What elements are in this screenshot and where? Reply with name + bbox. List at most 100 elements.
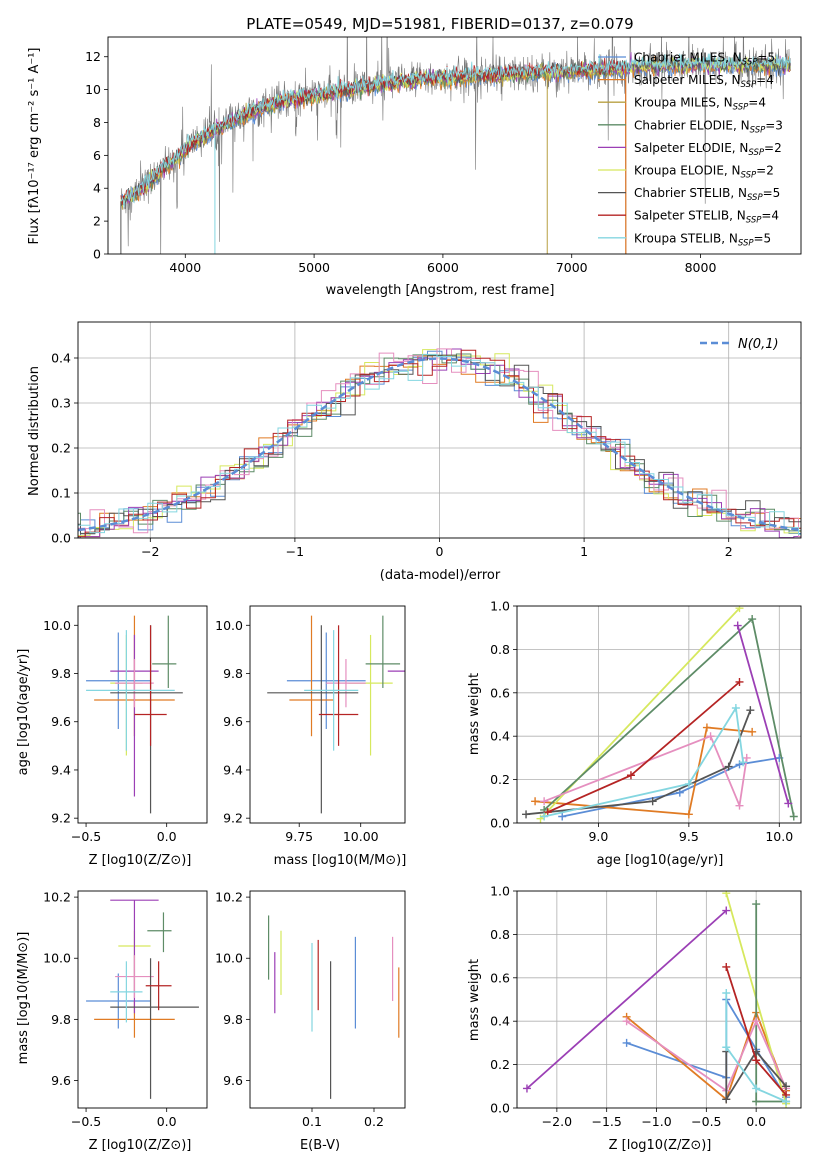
y-tick-label: 1.0 xyxy=(490,884,510,899)
legend-entry-tail: =2 xyxy=(756,164,774,178)
x-tick-label: −1 xyxy=(286,544,304,559)
mass-weight-marker xyxy=(739,758,748,767)
legend-entry-tail: =5 xyxy=(763,186,781,200)
legend-entry-sub: SSP xyxy=(741,171,757,181)
residual-histogram xyxy=(78,348,801,538)
y-tick-label: 0.4 xyxy=(490,729,510,744)
axes-frame xyxy=(77,605,208,824)
plot-area xyxy=(517,891,801,1108)
mass-weight-marker xyxy=(789,812,798,821)
plot-area xyxy=(120,37,791,254)
legend-entry-sub: SSP xyxy=(741,80,757,90)
mass-weight-line xyxy=(543,735,748,809)
errorbar-point xyxy=(152,615,177,688)
legend-entry-sub: SSP xyxy=(747,193,763,203)
mass-z-xlabel: Z [log10(Z/Z⊙)] xyxy=(89,1138,192,1153)
legend-entry: Chabrier STELIB, NSSP=5 xyxy=(634,186,780,203)
x-tick-label: 5000 xyxy=(298,260,330,275)
mass-weight-marker xyxy=(622,1038,631,1047)
model-spectrum-line xyxy=(120,55,791,206)
errorbar-point xyxy=(348,634,393,756)
legend-entry-tail: =4 xyxy=(748,96,766,110)
spectrum-title: PLATE=0549, MJD=51981, FIBERID=0137, z=0… xyxy=(246,15,633,33)
axes-frame xyxy=(249,605,406,824)
legend-entry-sub: SSP xyxy=(742,58,758,68)
residual-histogram-panel: −2 −1 0 1 2 0.0 0.1 0.2 0.3 0.4 xyxy=(51,321,802,559)
y-tick-label: 0.6 xyxy=(490,970,510,985)
y-tick-label: 0.0 xyxy=(490,816,510,831)
y-tick-label: 9.6 xyxy=(223,714,243,729)
x-tick-label: 9.0 xyxy=(588,829,608,844)
legend-entry-main: Chabrier MILES, N xyxy=(634,51,742,65)
y-tick-label: 8 xyxy=(93,115,101,130)
model-spectrum-line xyxy=(120,63,627,254)
y-tick-label: 9.4 xyxy=(51,762,71,777)
x-tick-label: 4000 xyxy=(169,260,201,275)
errorbar-point xyxy=(86,632,151,729)
mass-weight-marker xyxy=(782,1097,791,1106)
y-tick-label: 0.4 xyxy=(51,351,71,366)
spectrum-panel: 4000 5000 6000 7000 8000 0 2 4 6 8 10 12 xyxy=(85,36,802,275)
legend-entry-main: Salpeter MILES, N xyxy=(634,73,741,87)
y-tick-label: 4 xyxy=(93,181,101,196)
mw-z-xlabel: Z [log10(Z/Z⊙)] xyxy=(609,1138,712,1153)
legend-entry-main: Kroupa MILES, N xyxy=(634,96,733,110)
mass-weight-marker xyxy=(735,606,744,613)
x-tick-label: 0.0 xyxy=(157,1114,177,1129)
mass-weight-marker xyxy=(531,797,540,806)
errorbar-point xyxy=(110,961,143,1023)
normal-curve xyxy=(78,357,801,532)
mass-weight-marker xyxy=(675,788,684,797)
residual-histogram xyxy=(78,353,801,536)
y-tick-label: 0 xyxy=(93,247,101,262)
mass-weight-marker xyxy=(722,906,731,915)
y-tick-label: 9.6 xyxy=(51,1073,71,1088)
massweight-vs-age-panel: 9.0 9.5 10.0 0.0 0.2 0.4 0.6 0.8 1.0 xyxy=(490,599,802,844)
plot-area xyxy=(268,915,400,1099)
mass-weight-marker xyxy=(748,615,757,624)
mass-weight-marker xyxy=(684,779,693,788)
mass-weight-line xyxy=(725,1050,787,1103)
mass-weight-series xyxy=(536,606,744,823)
residual-ylabel: Normed distribution xyxy=(27,366,42,496)
y-tick-label: 0.8 xyxy=(490,642,510,657)
y-tick-label: 9.8 xyxy=(223,1012,243,1027)
model-spectrum-line xyxy=(120,53,791,208)
errorbar-point xyxy=(147,912,172,953)
y-tick-label: 6 xyxy=(93,148,101,163)
x-tick-label: 1 xyxy=(580,544,588,559)
mass-weight-marker xyxy=(724,762,733,771)
legend-entry-sub: SSP xyxy=(748,148,764,158)
mass-weight-marker xyxy=(752,900,761,909)
legend-entry-sub: SSP xyxy=(733,103,749,113)
axes-frame xyxy=(77,321,802,539)
mass-weight-series xyxy=(722,962,791,1099)
legend-entry-main: Kroupa ELODIE, N xyxy=(634,164,741,178)
mass-weight-marker xyxy=(558,812,567,821)
y-tick-label: 0.4 xyxy=(490,1014,510,1029)
plot-area xyxy=(517,606,801,823)
mass-weight-marker xyxy=(722,1043,731,1052)
mass-weight-line xyxy=(736,625,790,804)
x-tick-label: 0 xyxy=(436,544,444,559)
legend-entry-tail: =2 xyxy=(764,141,782,155)
y-tick-label: 9.8 xyxy=(51,1012,71,1027)
mass-weight-marker xyxy=(706,732,715,741)
x-tick-label: 0.2 xyxy=(364,1114,384,1129)
y-tick-label: 9.2 xyxy=(51,811,71,826)
y-tick-label: 0.8 xyxy=(490,927,510,942)
age-mass-xlabel: mass [log10(M/M⊙)] xyxy=(274,853,407,868)
legend-entry-sub: SSP xyxy=(750,125,766,135)
age-z-xlabel: Z [log10(Z/Z⊙)] xyxy=(89,853,192,868)
legend-entry-main: Salpeter ELODIE, N xyxy=(634,141,748,155)
axes-frame xyxy=(77,890,208,1109)
legend-entry: Salpeter ELODIE, NSSP=2 xyxy=(634,141,782,158)
mass-weight-marker xyxy=(752,1017,761,1026)
mass-weight-marker xyxy=(522,1084,531,1093)
mass-weight-marker xyxy=(784,799,793,808)
spectrum-ylabel: Flux [fλ10⁻¹⁷ erg cm⁻² s⁻¹ A⁻¹] xyxy=(27,48,42,245)
legend-entry-main: Chabrier ELODIE, N xyxy=(634,118,750,132)
errorbar-point xyxy=(318,625,359,746)
x-tick-label: 9.75 xyxy=(285,829,313,844)
